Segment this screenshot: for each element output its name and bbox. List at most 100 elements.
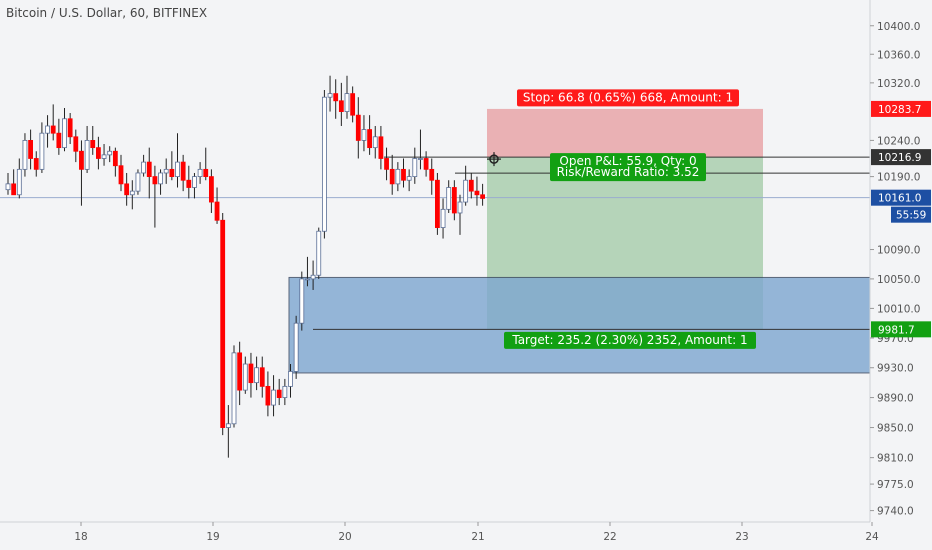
candle-body[interactable] xyxy=(293,322,299,372)
candle-body[interactable] xyxy=(11,183,17,196)
candle-body[interactable] xyxy=(22,140,28,170)
candle-body[interactable] xyxy=(73,136,79,152)
candle-body[interactable] xyxy=(141,161,147,174)
candle-body[interactable] xyxy=(112,150,118,167)
candle-body[interactable] xyxy=(384,158,389,170)
candle-body[interactable] xyxy=(259,367,265,387)
candle-body[interactable] xyxy=(129,190,135,196)
candle-body[interactable] xyxy=(372,136,378,149)
candle-body[interactable] xyxy=(355,114,361,141)
candle-body[interactable] xyxy=(265,385,271,406)
candle-body[interactable] xyxy=(468,179,474,192)
candle-body[interactable] xyxy=(67,118,73,138)
candle-body[interactable] xyxy=(242,363,248,391)
time-axis-panel xyxy=(0,522,932,550)
candle-body[interactable] xyxy=(310,274,316,280)
candle-body[interactable] xyxy=(418,158,423,160)
candle-body[interactable] xyxy=(254,367,260,384)
candle-body[interactable] xyxy=(395,168,401,185)
price-tick-label: 9810.0 xyxy=(877,453,914,465)
candle-body[interactable] xyxy=(237,352,243,391)
stop-zone[interactable] xyxy=(487,108,763,158)
candle-body[interactable] xyxy=(231,352,237,425)
candle-body[interactable] xyxy=(220,219,226,428)
candle-body[interactable] xyxy=(124,183,130,196)
candle-body[interactable] xyxy=(271,389,276,406)
candle-body[interactable] xyxy=(163,168,169,174)
candle-body[interactable] xyxy=(299,278,305,324)
candle-body[interactable] xyxy=(56,132,62,149)
candle-body[interactable] xyxy=(288,371,293,387)
candle-body[interactable] xyxy=(186,179,192,188)
candle-body[interactable] xyxy=(276,389,282,398)
candle-body[interactable] xyxy=(248,363,254,384)
time-tick-label: 21 xyxy=(471,531,484,543)
open-pl-label-text: Open P&L: 55.9, Qty: 0 xyxy=(559,154,696,168)
candle-body[interactable] xyxy=(180,161,186,181)
candle-body[interactable] xyxy=(378,136,384,159)
candle-body[interactable] xyxy=(451,187,457,214)
candle-body[interactable] xyxy=(333,93,339,102)
candle-body[interactable] xyxy=(429,168,435,181)
candle-body[interactable] xyxy=(440,208,446,228)
candle-body[interactable] xyxy=(389,168,395,185)
candle-body[interactable] xyxy=(412,158,418,178)
candle-body[interactable] xyxy=(84,140,90,170)
candle-body[interactable] xyxy=(474,190,480,196)
rectangle-zone[interactable] xyxy=(288,276,871,374)
candle-body[interactable] xyxy=(367,129,373,149)
price-tick-label: 10240.0 xyxy=(877,135,920,147)
candle-body[interactable] xyxy=(28,140,34,159)
candle-body[interactable] xyxy=(321,96,327,232)
candle-body[interactable] xyxy=(214,201,220,221)
candle-body[interactable] xyxy=(135,172,141,192)
candle-body[interactable] xyxy=(446,187,452,210)
candle-body[interactable] xyxy=(480,194,486,199)
candle-body[interactable] xyxy=(203,168,209,178)
open-pl-label-box[interactable] xyxy=(550,153,706,182)
candle-body[interactable] xyxy=(192,176,197,188)
candle-body[interactable] xyxy=(197,168,203,178)
stop-price-tag-box xyxy=(871,100,931,117)
candle-body[interactable] xyxy=(101,154,107,159)
candle-body[interactable] xyxy=(175,161,180,178)
candle-body[interactable] xyxy=(62,118,67,149)
stop-label-box[interactable] xyxy=(517,89,739,107)
candle-body[interactable] xyxy=(169,168,175,178)
candle-body[interactable] xyxy=(16,168,22,196)
candle-body[interactable] xyxy=(79,150,84,170)
candle-body[interactable] xyxy=(434,179,440,228)
candle-body[interactable] xyxy=(146,161,152,178)
candle-body[interactable] xyxy=(401,168,406,181)
candle-body[interactable] xyxy=(90,140,96,149)
candle-body[interactable] xyxy=(225,423,231,428)
stop-price-tag-text: 10283.7 xyxy=(878,104,921,116)
candle-body[interactable] xyxy=(282,385,288,398)
candle-body[interactable] xyxy=(5,183,11,191)
candle-body[interactable] xyxy=(39,132,45,170)
candle-body[interactable] xyxy=(344,93,350,112)
candle-body[interactable] xyxy=(457,201,463,214)
candle-body[interactable] xyxy=(406,176,412,181)
candle-body[interactable] xyxy=(463,179,469,203)
candle-body[interactable] xyxy=(50,125,56,134)
candle-body[interactable] xyxy=(45,125,50,134)
candle-body[interactable] xyxy=(327,93,333,98)
candle-body[interactable] xyxy=(350,93,356,116)
candle-body[interactable] xyxy=(33,158,39,170)
candle-body[interactable] xyxy=(423,158,429,170)
candle-body[interactable] xyxy=(208,176,214,203)
candle-body[interactable] xyxy=(316,230,322,276)
candle-body[interactable] xyxy=(305,278,310,281)
price-tick-label: 10400.0 xyxy=(877,21,920,33)
candle-body[interactable] xyxy=(361,129,367,141)
candle-body[interactable] xyxy=(338,100,344,112)
candle-body[interactable] xyxy=(107,150,113,156)
target-label-box[interactable] xyxy=(504,331,756,349)
candle-body[interactable] xyxy=(158,172,163,185)
candle-body[interactable] xyxy=(152,176,158,185)
candle-body[interactable] xyxy=(118,165,124,185)
candle-body[interactable] xyxy=(96,147,101,159)
